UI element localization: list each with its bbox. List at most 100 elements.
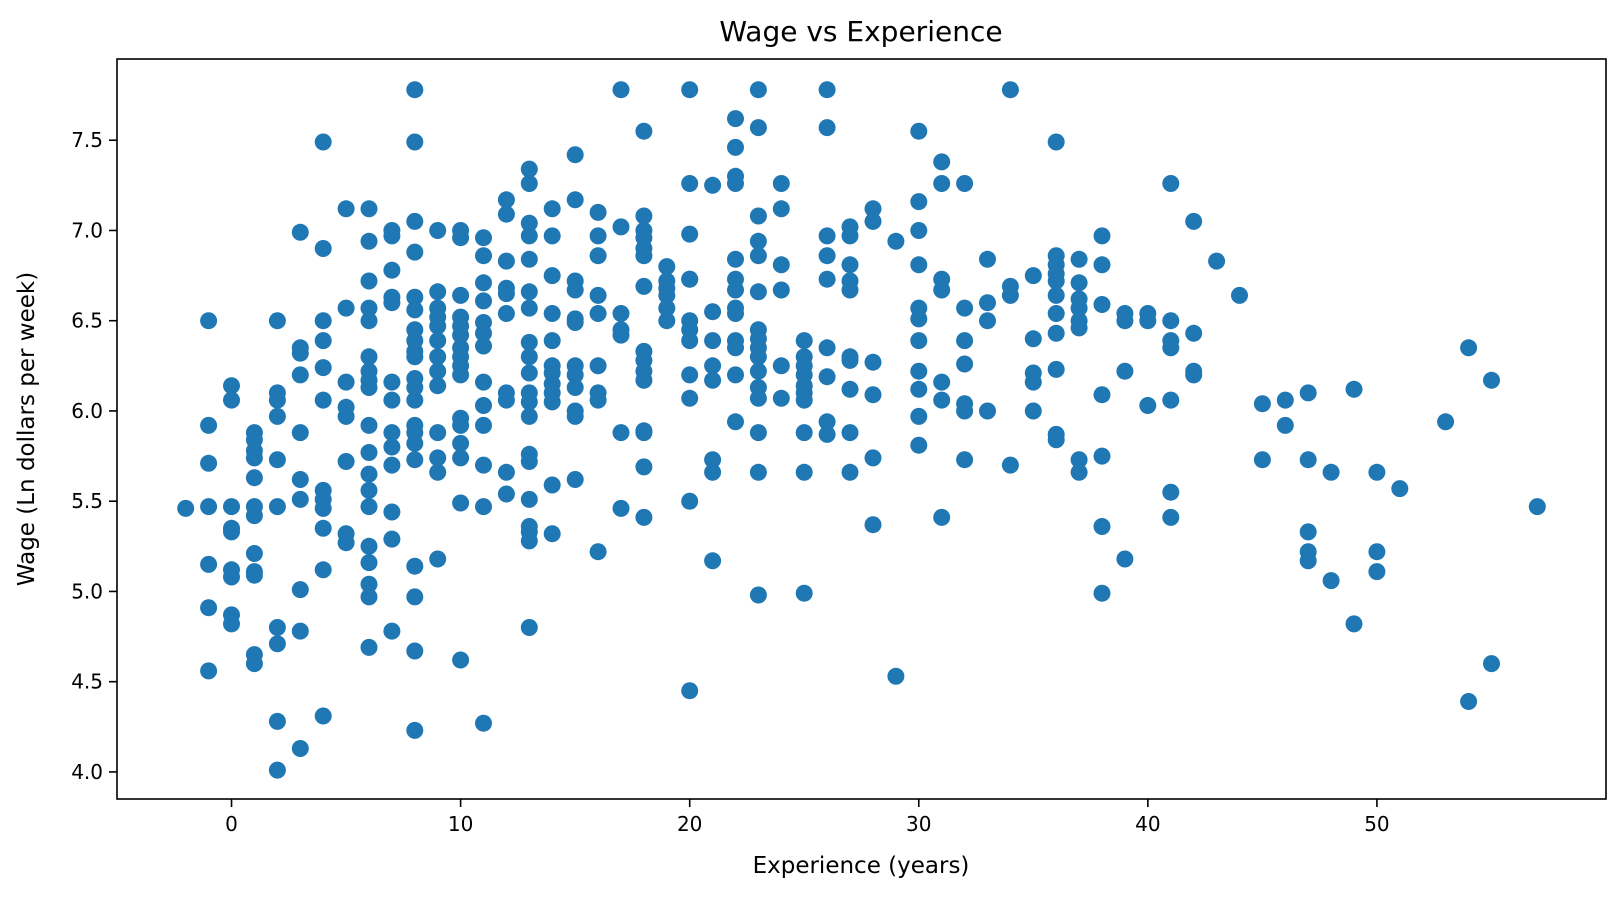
data-point: [291, 581, 309, 599]
x-tick-label: 10: [448, 812, 473, 836]
y-axis-label: Wage (Ln dollars per week): [14, 272, 40, 586]
data-point: [520, 175, 538, 192]
data-point: [520, 453, 538, 470]
data-point: [1070, 319, 1088, 337]
data-point: [841, 463, 859, 481]
data-point: [200, 312, 218, 330]
data-point: [749, 424, 767, 442]
data-point: [406, 557, 424, 575]
data-point: [956, 332, 974, 350]
data-point: [1253, 395, 1271, 413]
data-point: [360, 575, 378, 593]
data-point: [543, 200, 561, 218]
data-point: [497, 191, 515, 209]
data-point: [543, 305, 561, 322]
data-point: [452, 416, 470, 434]
data-point: [383, 622, 401, 640]
data-point: [406, 588, 424, 606]
data-point: [1139, 397, 1157, 414]
data-point: [314, 359, 332, 377]
data-point: [223, 568, 240, 586]
data-point: [291, 344, 309, 362]
data-point: [772, 200, 790, 218]
data-point: [704, 303, 722, 321]
y-tick-label: 5.5: [71, 489, 103, 513]
data-point: [475, 498, 492, 516]
data-point: [910, 310, 928, 328]
x-tick-label: 0: [225, 812, 238, 836]
data-point: [1162, 483, 1180, 501]
data-point: [406, 642, 424, 660]
data-point: [1024, 330, 1042, 348]
data-point: [818, 339, 836, 357]
data-point: [589, 203, 607, 221]
data-point: [360, 498, 378, 516]
chart-title: Wage vs Experience: [719, 15, 1002, 48]
data-point: [727, 250, 744, 268]
y-tick-label: 5.0: [71, 579, 103, 603]
data-point: [383, 456, 401, 474]
data-point: [406, 391, 424, 409]
data-point: [749, 389, 767, 407]
data-point: [475, 324, 492, 342]
data-point: [268, 391, 286, 409]
data-point: [681, 389, 699, 407]
data-point: [1460, 339, 1478, 357]
data-point: [612, 499, 630, 517]
data-point: [452, 434, 470, 452]
data-point: [1093, 518, 1111, 535]
x-axis-label: Experience (years): [753, 853, 970, 879]
data-point: [223, 615, 240, 633]
data-point: [1024, 267, 1042, 285]
data-point: [887, 667, 905, 685]
data-point: [429, 362, 447, 380]
data-point: [841, 256, 859, 274]
data-point: [818, 227, 836, 245]
data-point: [314, 312, 332, 330]
x-axis-ticks: 0 10 20 30 40 50: [225, 799, 1390, 836]
data-point: [612, 218, 630, 236]
data-point: [635, 424, 653, 442]
data-point: [1093, 584, 1111, 602]
data-point: [268, 312, 286, 330]
data-point: [383, 503, 401, 521]
data-point: [543, 476, 561, 494]
data-point: [360, 416, 378, 434]
data-point: [429, 348, 447, 366]
data-point: [566, 407, 584, 425]
data-point: [406, 81, 424, 99]
data-point: [520, 160, 538, 178]
data-point: [566, 379, 584, 396]
data-point: [749, 348, 767, 366]
y-tick-label: 7.0: [71, 218, 103, 242]
y-tick-label: 7.5: [71, 128, 103, 152]
data-point: [749, 81, 767, 99]
data-point: [406, 451, 424, 469]
data-point: [635, 371, 653, 389]
x-tick-label: 30: [906, 812, 931, 836]
data-point: [956, 451, 974, 469]
data-point: [475, 247, 492, 265]
data-point: [772, 281, 790, 299]
data-point: [1024, 402, 1042, 420]
data-point: [727, 366, 744, 384]
data-point: [681, 270, 699, 288]
data-point: [245, 655, 263, 673]
data-point: [566, 314, 584, 331]
data-point: [1093, 296, 1111, 313]
data-point: [360, 312, 378, 330]
data-point: [818, 425, 836, 443]
data-point: [635, 458, 653, 476]
data-point: [268, 635, 286, 653]
data-point: [291, 740, 309, 757]
data-point: [1185, 212, 1203, 230]
data-point: [1047, 324, 1065, 342]
data-point: [1047, 431, 1065, 449]
data-point: [520, 619, 538, 636]
data-point: [291, 424, 309, 442]
data-point: [635, 277, 653, 295]
data-point: [1368, 463, 1386, 481]
data-point: [1528, 498, 1546, 516]
y-axis-ticks: 4.0 4.5 5.0 5.5 6.0 6.5 7.0 7.5: [71, 128, 117, 784]
